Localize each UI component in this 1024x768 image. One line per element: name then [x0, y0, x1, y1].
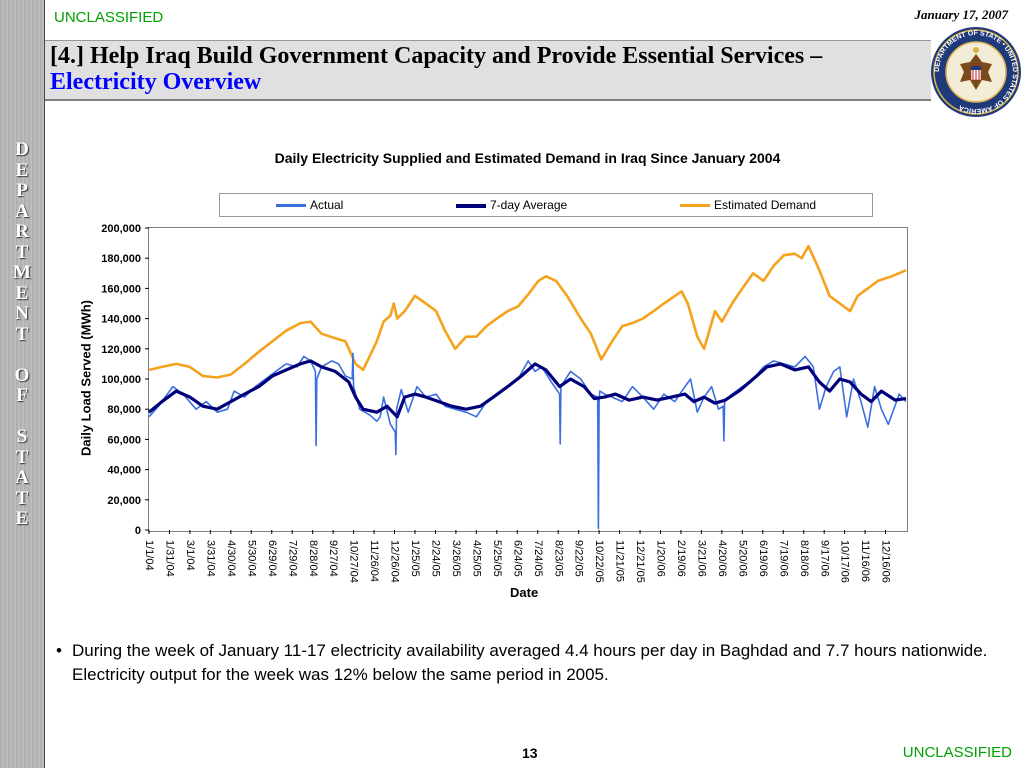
y-axis-label: Daily Load Served (MWh)	[78, 299, 94, 457]
sidebar-letter: S	[16, 426, 28, 447]
page-number: 13	[522, 745, 538, 761]
state-department-seal-icon: DEPARTMENT OF STATE • UNITED STATES OF A…	[931, 27, 1021, 117]
legend-swatch-actual	[276, 204, 306, 208]
slide-date: January 17, 2007	[914, 7, 1008, 22]
y-tick-label: 60,000	[107, 434, 141, 446]
x-tick-label: 7/19/06	[777, 540, 789, 577]
x-tick-label: 10/17/06	[839, 540, 851, 583]
x-tick-label: 1/31/04	[164, 540, 176, 577]
x-tick-label: 11/26/04	[368, 540, 380, 582]
sidebar-letter: M	[13, 262, 31, 283]
slide-title: [4.] Help Iraq Build Government Capacity…	[50, 43, 930, 95]
y-tick-label: 160,000	[101, 283, 141, 295]
x-tick-label: 12/16/06	[880, 540, 892, 583]
x-tick-label: 7/29/04	[286, 540, 298, 577]
sidebar-letter: E	[15, 282, 29, 304]
x-tick-label: 12/21/05	[634, 540, 646, 583]
sidebar-letter: T	[15, 323, 29, 345]
legend-item-estimated-demand: Estimated Demand	[680, 198, 816, 212]
sidebar-letter: T	[15, 241, 29, 263]
sidebar-letter: P	[16, 180, 28, 201]
x-tick-label: 3/26/05	[450, 540, 462, 577]
x-tick-label: 11/16/06	[859, 540, 871, 582]
x-tick-label: 9/22/05	[573, 540, 585, 577]
legend-swatch-7day-average	[456, 203, 486, 208]
bullet-marker: •	[56, 641, 62, 660]
sidebar-letter: F	[16, 385, 28, 406]
x-tick-label: 9/17/06	[818, 540, 830, 577]
y-tick-label: 120,000	[101, 344, 141, 356]
x-tick-label: 4/30/04	[225, 540, 237, 577]
x-tick-label: 2/19/06	[675, 540, 687, 577]
x-tick-label: 8/18/06	[798, 540, 810, 577]
sidebar-letter: O	[14, 364, 30, 386]
x-tick-label: 3/21/06	[695, 540, 707, 577]
x-tick-label: 2/24/05	[430, 540, 442, 577]
title-main: [4.] Help Iraq Build Government Capacity…	[50, 43, 823, 69]
x-tick-label: 8/28/04	[307, 540, 319, 577]
plot-area	[148, 227, 908, 532]
y-tick-label: 40,000	[107, 465, 141, 477]
x-tick-label: 5/20/06	[736, 540, 748, 577]
y-tick-label: 180,000	[101, 253, 141, 265]
sidebar-letter: T	[15, 446, 29, 468]
x-tick-label: 5/25/05	[491, 540, 503, 577]
y-tick-label: 20,000	[107, 495, 141, 507]
x-axis-label: Date	[510, 585, 539, 600]
y-tick-label: 80,000	[107, 404, 141, 416]
series-line-actual	[148, 352, 907, 530]
x-tick-label: 5/30/04	[245, 540, 257, 577]
chart-legend: Actual 7-day Average Estimated Demand	[219, 193, 873, 217]
classification-bottom: UNCLASSIFIED	[902, 744, 1012, 761]
x-tick-label: 6/29/04	[266, 540, 278, 577]
legend-item-7day-average: 7-day Average	[456, 198, 567, 212]
x-tick-label: 6/24/05	[511, 540, 523, 577]
x-tick-label: 4/25/05	[470, 540, 482, 577]
legend-swatch-estimated-demand	[680, 204, 710, 208]
x-tick-label: 11/21/05	[614, 540, 626, 582]
x-tick-label: 9/27/04	[327, 540, 339, 577]
sidebar-letter: T	[15, 487, 29, 509]
x-tick-label: 8/23/05	[552, 540, 564, 577]
x-tick-label: 1/25/05	[409, 540, 421, 577]
y-tick-label: 0	[135, 525, 141, 537]
series-line-estimated-demand	[148, 244, 907, 379]
bullet-text: During the week of January 11-17 electri…	[72, 641, 988, 684]
title-bar	[45, 40, 931, 101]
x-tick-label: 6/19/06	[757, 540, 769, 577]
series-line-7day-average	[147, 359, 907, 419]
x-tick-label: 10/22/05	[593, 540, 605, 583]
x-tick-label: 3/31/04	[204, 540, 216, 577]
sidebar-letter: N	[15, 303, 29, 324]
sidebar-letter: R	[15, 221, 29, 242]
legend-label-estimated-demand: Estimated Demand	[714, 198, 817, 212]
sidebar-letter: D	[15, 139, 29, 160]
legend-label-actual: Actual	[310, 198, 344, 212]
legend-label-7day-average: 7-day Average	[490, 198, 568, 212]
chart-title: Daily Electricity Supplied and Estimated…	[274, 150, 781, 166]
x-tick-label: 12/26/04	[389, 540, 401, 583]
x-tick-label: 4/20/06	[716, 540, 728, 577]
x-tick-label: 1/1/04	[143, 540, 155, 571]
sidebar-letter: E	[15, 508, 29, 529]
x-tick-label: 10/27/04	[348, 540, 360, 583]
x-tick-label: 1/20/06	[655, 540, 667, 577]
x-tick-label: 3/1/04	[184, 540, 196, 571]
sidebar-letter: E	[15, 159, 29, 181]
classification-top: UNCLASSIFIED	[54, 9, 164, 26]
y-tick-label: 140,000	[101, 314, 141, 326]
x-tick-label: 7/24/05	[532, 540, 544, 577]
sidebar-letter: A	[15, 467, 29, 488]
y-tick-label: 200,000	[101, 223, 141, 235]
sidebar-letter: A	[15, 200, 29, 222]
title-sub: Electricity Overview	[50, 69, 262, 95]
y-tick-label: 100,000	[101, 374, 141, 386]
legend-item-actual: Actual	[276, 198, 343, 212]
